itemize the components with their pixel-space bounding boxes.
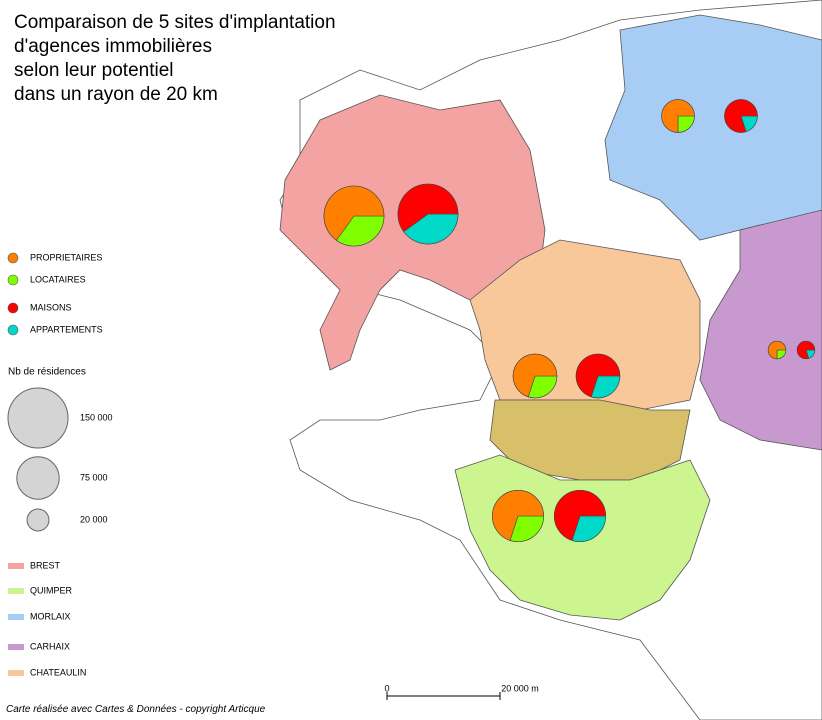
zone-label: BREST <box>30 560 61 570</box>
zone-swatch <box>8 644 24 650</box>
pie-slice <box>724 99 758 133</box>
zone-label: QUIMPER <box>30 585 73 595</box>
zone-label: CARHAIX <box>30 641 70 651</box>
legend-label: PROPRIETAIRES <box>30 252 102 262</box>
pie-slice <box>492 490 544 541</box>
pie-slice <box>335 215 385 247</box>
pie-slice <box>527 375 558 399</box>
pie-slice <box>767 340 787 360</box>
title: Comparaison de 5 sites d'implantation d'a… <box>14 12 336 105</box>
land <box>279 0 822 720</box>
legend-label: LOCATAIRES <box>30 274 86 284</box>
legend-dot <box>7 324 19 336</box>
pie-slice <box>509 515 544 542</box>
pie-slice <box>403 213 459 245</box>
legend-dot <box>7 252 19 264</box>
size-label: 20 000 <box>80 514 108 524</box>
zone-label: CHATEAULIN <box>30 667 86 677</box>
pie-slice <box>512 353 558 398</box>
scale-label: 20 000 m <box>501 683 539 693</box>
pie-slice <box>796 340 816 360</box>
title-line: dans un rayon de 20 km <box>14 84 218 105</box>
legend: PROPRIETAIRES LOCATAIRES MAISONS APPARTEMEN… <box>7 252 113 677</box>
credit: Carte réalisée avec Cartes & Données - c… <box>6 704 266 715</box>
title-line: Comparaison de 5 sites d'implantation <box>14 12 336 33</box>
zone-label: MORLAIX <box>30 611 71 621</box>
pies <box>323 99 816 542</box>
legend-dot <box>7 274 19 286</box>
size-label: 150 000 <box>80 412 113 422</box>
zone-swatch <box>8 563 24 569</box>
scale-label: 0 <box>384 683 389 693</box>
size-circle <box>16 456 60 500</box>
zone-swatch <box>8 670 24 676</box>
size-circle <box>26 508 50 532</box>
zone-swatch <box>8 614 24 620</box>
legend-dot <box>7 302 19 314</box>
title-line: d'agences immobilières <box>14 36 212 57</box>
zone-swatch <box>8 588 24 594</box>
pie-slice <box>661 99 695 133</box>
pie-slice <box>575 353 621 398</box>
pie-slice <box>590 375 621 399</box>
legend-label: APPARTEMENTS <box>30 324 103 334</box>
pie-slice <box>554 490 606 541</box>
size-legend-title: Nb de résidences <box>8 367 86 378</box>
pie-slice <box>323 185 385 241</box>
title-line: selon leur potentiel <box>14 60 174 81</box>
size-label: 75 000 <box>80 472 108 482</box>
legend-label: MAISONS <box>30 302 72 312</box>
pie-slice <box>397 183 459 233</box>
pie-slice <box>571 515 606 542</box>
size-circle <box>7 387 69 449</box>
